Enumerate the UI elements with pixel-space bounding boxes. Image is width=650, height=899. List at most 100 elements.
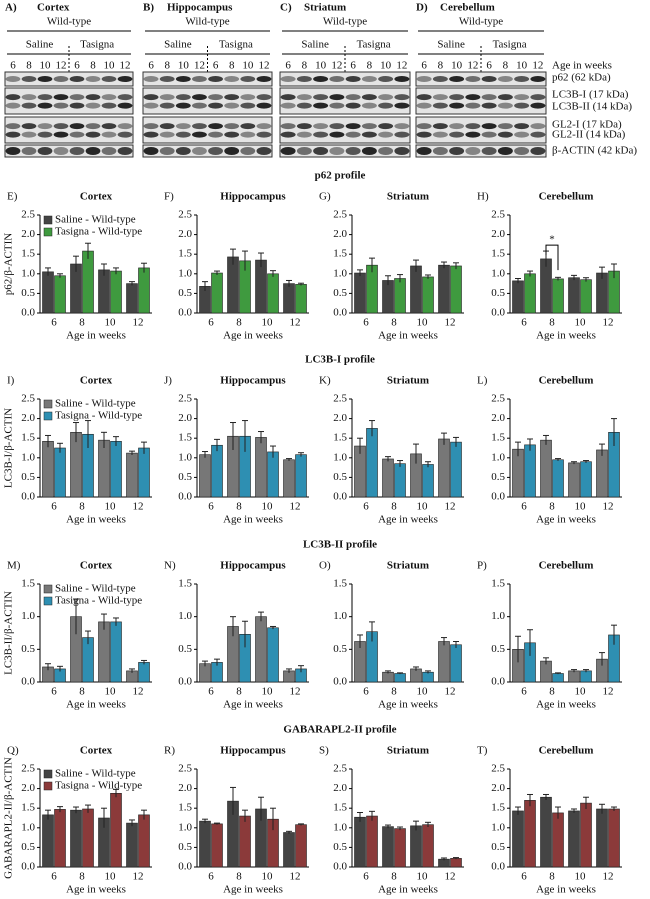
blot-band: [53, 147, 69, 155]
blot-band: [21, 131, 37, 138]
blot-band: [416, 131, 432, 138]
bar: [283, 283, 295, 314]
age: 8: [229, 60, 235, 72]
bar: [422, 464, 434, 498]
bar: [110, 793, 122, 868]
blot-band: [175, 123, 191, 130]
blot-band: [329, 123, 345, 130]
blot-band: [85, 102, 101, 109]
chart-title: Hippocampus: [220, 191, 286, 203]
chart-title: Cortex: [80, 560, 113, 572]
legend-swatch: [43, 227, 53, 237]
blot-band: [345, 76, 361, 82]
bar: [394, 278, 406, 314]
y-axis-label: LC3B-II/β-ACTIN: [3, 591, 15, 675]
x-tick-label: 12: [290, 686, 301, 698]
y-tick-label: 0.5: [333, 643, 347, 655]
treatment: Saline: [301, 39, 329, 51]
blot-band: [432, 76, 448, 82]
x-axis-label: Age in weeks: [378, 330, 438, 342]
y-tick-label: 0.0: [21, 491, 35, 503]
blot-band: [69, 131, 85, 138]
bar: [54, 275, 66, 314]
bar: [126, 283, 138, 314]
bar: [608, 808, 620, 868]
blot-band: [530, 76, 546, 82]
chart-title: Cortex: [80, 375, 113, 387]
y-tick-label: 1.0: [178, 267, 192, 279]
bar: [512, 448, 524, 498]
y-tick-label: 2.5: [333, 209, 347, 221]
panel-label: H): [477, 191, 489, 203]
x-tick-label: 6: [363, 871, 369, 883]
y-tick-label: 1.0: [21, 821, 35, 833]
y-tick-label: 0.5: [333, 471, 347, 483]
bar: [596, 808, 608, 868]
x-tick-label: 8: [79, 501, 85, 513]
age: 6: [486, 60, 492, 72]
age: 8: [438, 60, 444, 72]
x-axis-label: Age in weeks: [536, 699, 596, 711]
blot-band: [394, 147, 410, 155]
y-tick-label: 0.5: [21, 841, 35, 853]
blot-band: [313, 94, 329, 101]
bar: [42, 441, 54, 498]
y-axis-label: p62/β-ACTIN: [3, 233, 15, 295]
blot-band: [329, 94, 345, 101]
x-tick-label: 12: [603, 317, 614, 329]
x-tick-label: 12: [133, 317, 144, 329]
panel-title: Striatum: [304, 2, 346, 14]
section-title: GABARAPL2-II profile: [283, 724, 396, 736]
legend-swatch: [43, 584, 53, 594]
y-tick-label: 1.0: [178, 610, 192, 622]
x-tick-label: 6: [363, 686, 369, 698]
blot-band: [53, 102, 69, 109]
bar: [295, 284, 307, 314]
blot-band: [432, 131, 448, 138]
chart-title: Cortex: [80, 191, 113, 203]
age: 6: [74, 60, 80, 72]
y-tick-label: 0.5: [491, 287, 505, 299]
blot-band: [192, 131, 207, 138]
blot-band: [280, 102, 296, 109]
bar: [283, 832, 295, 868]
legend-swatch: [43, 411, 53, 421]
blot-band: [394, 76, 410, 82]
blot-row-label: LC3B-I (17 kDa): [552, 89, 629, 101]
bar: [211, 444, 223, 498]
blot-band: [175, 147, 191, 155]
blot-band: [69, 102, 85, 109]
blot-band: [361, 76, 377, 82]
y-tick-label: 2.5: [21, 209, 35, 221]
blot-band: [394, 131, 410, 138]
legend-swatch: [43, 781, 53, 791]
blot-band: [21, 147, 37, 155]
legend-label: Saline - Wild-type: [55, 583, 136, 595]
x-tick-label: 6: [51, 501, 57, 513]
y-tick-label: 1.0: [21, 451, 35, 463]
blot-band: [208, 123, 223, 130]
x-tick-label: 10: [105, 317, 117, 329]
y-tick-label: 1.5: [333, 248, 347, 260]
blot-band: [117, 123, 133, 130]
blot-band: [530, 102, 546, 109]
blot-band: [449, 131, 465, 138]
blot-band: [313, 102, 329, 109]
x-tick-label: 12: [445, 317, 456, 329]
y-tick-label: 0.0: [21, 861, 35, 873]
blot-band: [208, 76, 223, 82]
blot-band: [361, 123, 377, 130]
blot-band: [345, 131, 361, 138]
y-tick-label: 2.5: [333, 763, 347, 775]
age: 12: [532, 60, 543, 72]
blot-band: [69, 94, 85, 101]
blot-band: [416, 102, 432, 109]
blot-band: [361, 94, 377, 101]
x-axis-label: Age in weeks: [536, 884, 596, 896]
y-tick-label: 2.0: [491, 412, 505, 424]
bar: [354, 816, 366, 868]
blot-band: [345, 94, 361, 101]
blot-band: [159, 76, 175, 82]
blot-band: [497, 131, 513, 138]
